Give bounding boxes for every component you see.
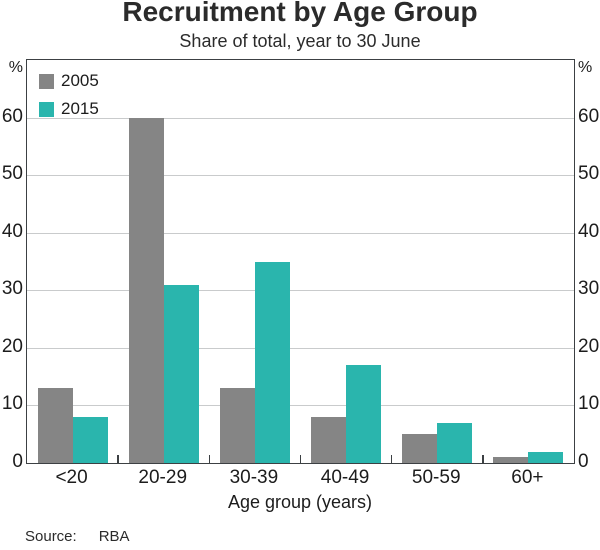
gridline-40 — [27, 232, 574, 234]
y-tick-label-right-0: 0 — [578, 451, 589, 472]
y-tick-label-left-50: 50 — [1, 163, 23, 185]
y-tick-label-left-10: 10 — [1, 393, 23, 415]
x-boundary-tick-3 — [299, 455, 302, 463]
y-tick-label-left-20: 20 — [1, 335, 23, 357]
bar-2015-50-59 — [437, 422, 473, 463]
y-tick-label-right-10: 10 — [578, 393, 600, 415]
y-axis-unit-right: % — [578, 59, 593, 76]
y-tick-label-left-40: 40 — [1, 220, 23, 242]
chart-title: Recruitment by Age Group — [122, 0, 478, 27]
gridline-30 — [27, 290, 574, 292]
x-boundary-tick-2 — [208, 455, 211, 463]
bar-2005-50-59 — [402, 434, 438, 463]
legend-item-2005: 2005 — [39, 67, 99, 95]
x-tick-label-40-49: 40-49 — [320, 467, 370, 488]
y-tick-label-right-50: 50 — [578, 163, 600, 185]
bar-2005-40-49 — [311, 416, 347, 463]
gridline-10 — [27, 405, 574, 407]
legend-item-2015: 2015 — [39, 95, 99, 123]
legend-swatch-2015 — [39, 101, 54, 117]
y-tick-label-left-30: 30 — [1, 278, 23, 300]
bar-2015-40-49 — [346, 365, 382, 463]
y-tick-label-right-60: 60 — [578, 105, 600, 127]
legend: 2005 2015 — [39, 67, 99, 123]
bar-2005-30-39 — [219, 388, 255, 463]
bar-2015-<20 — [72, 416, 108, 463]
bar-2005-20-29 — [128, 117, 164, 463]
bar-2005-60+ — [493, 457, 529, 463]
chart-subtitle: Share of total, year to 30 June — [179, 31, 421, 51]
legend-swatch-2005 — [39, 73, 54, 89]
x-axis-title: Age group (years) — [227, 492, 373, 512]
x-boundary-tick-4 — [390, 455, 393, 463]
y-tick-label-right-40: 40 — [578, 220, 600, 242]
x-boundary-tick-5 — [482, 455, 484, 463]
source-label: Source: — [25, 528, 77, 545]
plot-area: 2005 2015 — [26, 59, 575, 464]
x-tick-label-30-39: 30-39 — [229, 467, 279, 488]
x-tick-label-50-59: 50-59 — [411, 467, 461, 488]
source-note: Source: RBA — [25, 528, 130, 545]
gridline-50 — [27, 175, 574, 177]
source-value: RBA — [98, 528, 130, 545]
bar-2005-<20 — [37, 388, 73, 463]
gridline-20 — [27, 347, 574, 349]
y-tick-label-right-20: 20 — [578, 335, 600, 357]
bar-2015-30-39 — [254, 261, 290, 463]
x-tick-label-20-29: 20-29 — [138, 467, 188, 488]
legend-label-2015: 2015 — [61, 99, 99, 118]
x-tick-label-<20: <20 — [55, 467, 88, 488]
y-tick-label-right-30: 30 — [578, 278, 600, 300]
bar-2015-20-29 — [163, 284, 199, 463]
x-axis-category-labels: <20 20-29 30-39 40-49 50-59 60+ — [26, 467, 573, 489]
gridline-60 — [27, 117, 574, 119]
y-tick-label-left-0: 0 — [12, 451, 23, 472]
bar-2015-60+ — [528, 451, 564, 463]
y-tick-label-left-60: 60 — [1, 105, 23, 127]
x-tick-label-60+: 60+ — [511, 467, 544, 488]
x-boundary-tick-1 — [117, 455, 119, 463]
legend-label-2005: 2005 — [61, 71, 99, 90]
y-axis-unit-left: % — [8, 59, 23, 76]
